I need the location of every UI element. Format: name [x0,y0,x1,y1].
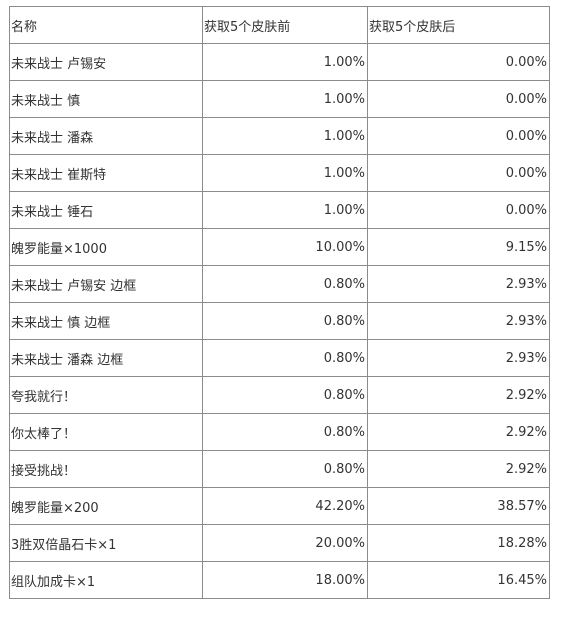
cell-after: 0.00% [367,117,550,155]
cell-after: 0.00% [367,191,550,229]
cell-after: 2.93% [367,339,550,377]
table-row: 魄罗能量×1000 10.00% 9.15% [9,228,550,266]
cell-name: 组队加成卡×1 [9,561,203,599]
cell-name: 魄罗能量×200 [9,487,203,525]
table-row: 魄罗能量×200 42.20% 38.57% [9,487,550,525]
skin-probability-table: 名称 获取5个皮肤前 获取5个皮肤后 未来战士 卢锡安 1.00% 0.00% 未来战… [9,6,550,599]
cell-before: 1.00% [202,80,368,118]
cell-before: 18.00% [202,561,368,599]
cell-before: 1.00% [202,191,368,229]
cell-name: 3胜双倍晶石卡×1 [9,524,203,562]
table-row: 未来战士 锤石 1.00% 0.00% [9,191,550,229]
cell-after: 9.15% [367,228,550,266]
cell-before: 0.80% [202,413,368,451]
cell-name: 你太棒了！ [9,413,203,451]
cell-after: 0.00% [367,154,550,192]
cell-name: 未来战士 锤石 [9,191,203,229]
table-row: 接受挑战！ 0.80% 2.92% [9,450,550,488]
cell-before: 0.80% [202,450,368,488]
cell-after: 2.93% [367,265,550,303]
cell-name: 未来战士 慎 边框 [9,302,203,340]
table-row: 未来战士 潘森 边框 0.80% 2.93% [9,339,550,377]
table-row: 夸我就行！ 0.80% 2.92% [9,376,550,414]
cell-name: 未来战士 潘森 边框 [9,339,203,377]
table-body: 未来战士 卢锡安 1.00% 0.00% 未来战士 慎 1.00% 0.00% 未来战士 潘… [9,43,550,599]
table-row: 未来战士 崔斯特 1.00% 0.00% [9,154,550,192]
cell-name: 未来战士 潘森 [9,117,203,155]
header-after: 获取5个皮肤后 [367,6,550,44]
table-row: 3胜双倍晶石卡×1 20.00% 18.28% [9,524,550,562]
cell-after: 0.00% [367,43,550,81]
cell-name: 接受挑战！ [9,450,203,488]
cell-after: 2.93% [367,302,550,340]
cell-before: 20.00% [202,524,368,562]
table-row: 你太棒了！ 0.80% 2.92% [9,413,550,451]
cell-before: 0.80% [202,302,368,340]
cell-before: 1.00% [202,117,368,155]
cell-after: 18.28% [367,524,550,562]
cell-before: 1.00% [202,43,368,81]
cell-after: 16.45% [367,561,550,599]
table-header-row: 名称 获取5个皮肤前 获取5个皮肤后 [9,6,550,44]
table-row: 未来战士 慎 1.00% 0.00% [9,80,550,118]
cell-after: 0.00% [367,80,550,118]
header-name: 名称 [9,6,203,44]
cell-before: 0.80% [202,376,368,414]
cell-name: 夸我就行！ [9,376,203,414]
cell-name: 未来战士 慎 [9,80,203,118]
table-row: 组队加成卡×1 18.00% 16.45% [9,561,550,599]
table-row: 未来战士 潘森 1.00% 0.00% [9,117,550,155]
cell-before: 1.00% [202,154,368,192]
table-row: 未来战士 卢锡安 边框 0.80% 2.93% [9,265,550,303]
cell-before: 42.20% [202,487,368,525]
cell-before: 0.80% [202,265,368,303]
cell-after: 38.57% [367,487,550,525]
cell-after: 2.92% [367,413,550,451]
cell-name: 魄罗能量×1000 [9,228,203,266]
cell-after: 2.92% [367,450,550,488]
table-row: 未来战士 慎 边框 0.80% 2.93% [9,302,550,340]
cell-before: 10.00% [202,228,368,266]
cell-before: 0.80% [202,339,368,377]
table-row: 未来战士 卢锡安 1.00% 0.00% [9,43,550,81]
cell-name: 未来战士 卢锡安 边框 [9,265,203,303]
cell-name: 未来战士 崔斯特 [9,154,203,192]
header-before: 获取5个皮肤前 [202,6,368,44]
cell-after: 2.92% [367,376,550,414]
cell-name: 未来战士 卢锡安 [9,43,203,81]
